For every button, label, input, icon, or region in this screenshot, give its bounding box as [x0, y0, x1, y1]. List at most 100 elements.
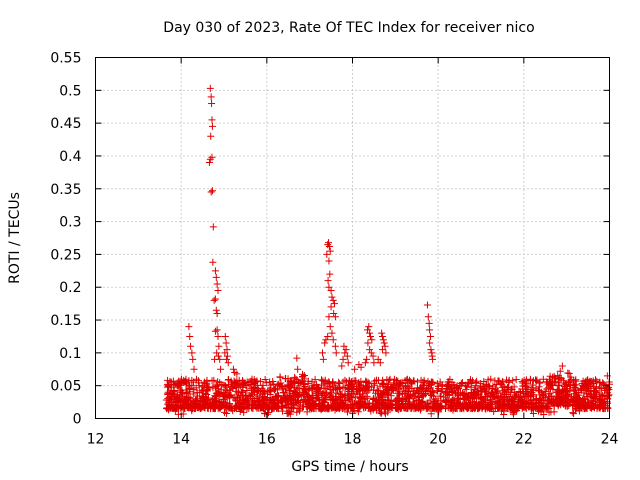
data-point	[550, 372, 558, 380]
data-point	[571, 386, 579, 394]
data-point	[440, 393, 448, 401]
data-point	[284, 375, 292, 383]
data-point	[588, 397, 596, 405]
data-point	[311, 376, 319, 384]
data-point	[522, 382, 530, 390]
data-point	[190, 386, 198, 394]
data-point	[325, 313, 333, 321]
data-point	[361, 359, 369, 367]
data-point	[529, 410, 537, 418]
data-point	[328, 329, 336, 337]
data-point	[378, 332, 386, 340]
data-point	[556, 367, 564, 375]
data-point	[188, 349, 196, 357]
data-point	[351, 365, 359, 373]
data-point	[164, 381, 172, 389]
data-point	[493, 399, 501, 407]
data-point	[483, 384, 491, 392]
data-point	[301, 382, 309, 390]
data-point	[322, 388, 330, 396]
data-point	[387, 396, 395, 404]
data-point	[172, 398, 180, 406]
data-point	[566, 399, 574, 407]
data-point	[235, 394, 243, 402]
data-point	[428, 387, 436, 395]
data-point	[194, 377, 202, 385]
data-point	[261, 396, 269, 404]
data-point	[282, 385, 290, 393]
data-point	[208, 401, 216, 409]
data-point	[335, 394, 343, 402]
data-point	[244, 399, 252, 407]
data-point	[183, 389, 191, 397]
data-point	[427, 410, 435, 418]
data-point	[286, 410, 294, 418]
data-point	[363, 382, 371, 390]
data-point	[390, 379, 398, 387]
data-point	[325, 239, 333, 247]
x-axis-title: GPS time / hours	[291, 459, 408, 475]
data-point	[207, 188, 215, 196]
data-point	[192, 400, 200, 408]
data-point	[222, 386, 230, 394]
data-point	[528, 381, 536, 389]
data-point	[473, 401, 481, 409]
data-point	[405, 400, 413, 408]
data-point	[507, 388, 515, 396]
data-point	[546, 395, 554, 403]
data-point	[370, 381, 378, 389]
data-point	[197, 396, 205, 404]
data-point	[189, 390, 197, 398]
data-point	[297, 379, 305, 387]
data-point	[214, 332, 222, 340]
data-point	[456, 395, 464, 403]
data-point	[429, 355, 437, 363]
data-point	[175, 384, 183, 392]
data-point	[326, 270, 334, 278]
data-point	[379, 336, 387, 344]
data-point	[267, 405, 275, 413]
data-point	[235, 382, 243, 390]
data-point	[408, 384, 416, 392]
data-point	[550, 408, 558, 416]
data-point	[254, 397, 262, 405]
data-point	[224, 359, 232, 367]
x-tick-label: 22	[515, 432, 533, 448]
data-point	[187, 342, 195, 350]
data-point	[445, 380, 453, 388]
data-point	[324, 405, 332, 413]
data-point	[385, 376, 393, 384]
data-point	[521, 398, 529, 406]
data-point	[336, 393, 344, 401]
y-tick-label: 0	[73, 412, 82, 428]
data-point	[370, 359, 378, 367]
data-point	[375, 404, 383, 412]
data-point	[357, 363, 365, 371]
data-point	[314, 383, 322, 391]
data-point	[533, 376, 541, 384]
data-point	[320, 397, 328, 405]
data-point	[466, 376, 474, 384]
data-point	[335, 401, 343, 409]
data-point	[545, 383, 553, 391]
data-point	[271, 393, 279, 401]
data-point	[203, 380, 211, 388]
data-point	[489, 390, 497, 398]
data-point	[306, 395, 314, 403]
data-point	[556, 390, 564, 398]
y-tick-label: 0.45	[50, 116, 81, 132]
data-point	[427, 378, 435, 386]
data-point	[437, 397, 445, 405]
data-point	[283, 410, 291, 418]
data-point	[321, 339, 329, 347]
data-point	[364, 339, 372, 347]
data-point	[288, 404, 296, 412]
data-point	[416, 396, 424, 404]
data-point	[341, 391, 349, 399]
data-point	[447, 403, 455, 411]
data-point	[378, 329, 386, 337]
data-point	[208, 153, 216, 161]
data-point	[590, 383, 598, 391]
data-point	[310, 400, 318, 408]
data-point	[348, 384, 356, 392]
